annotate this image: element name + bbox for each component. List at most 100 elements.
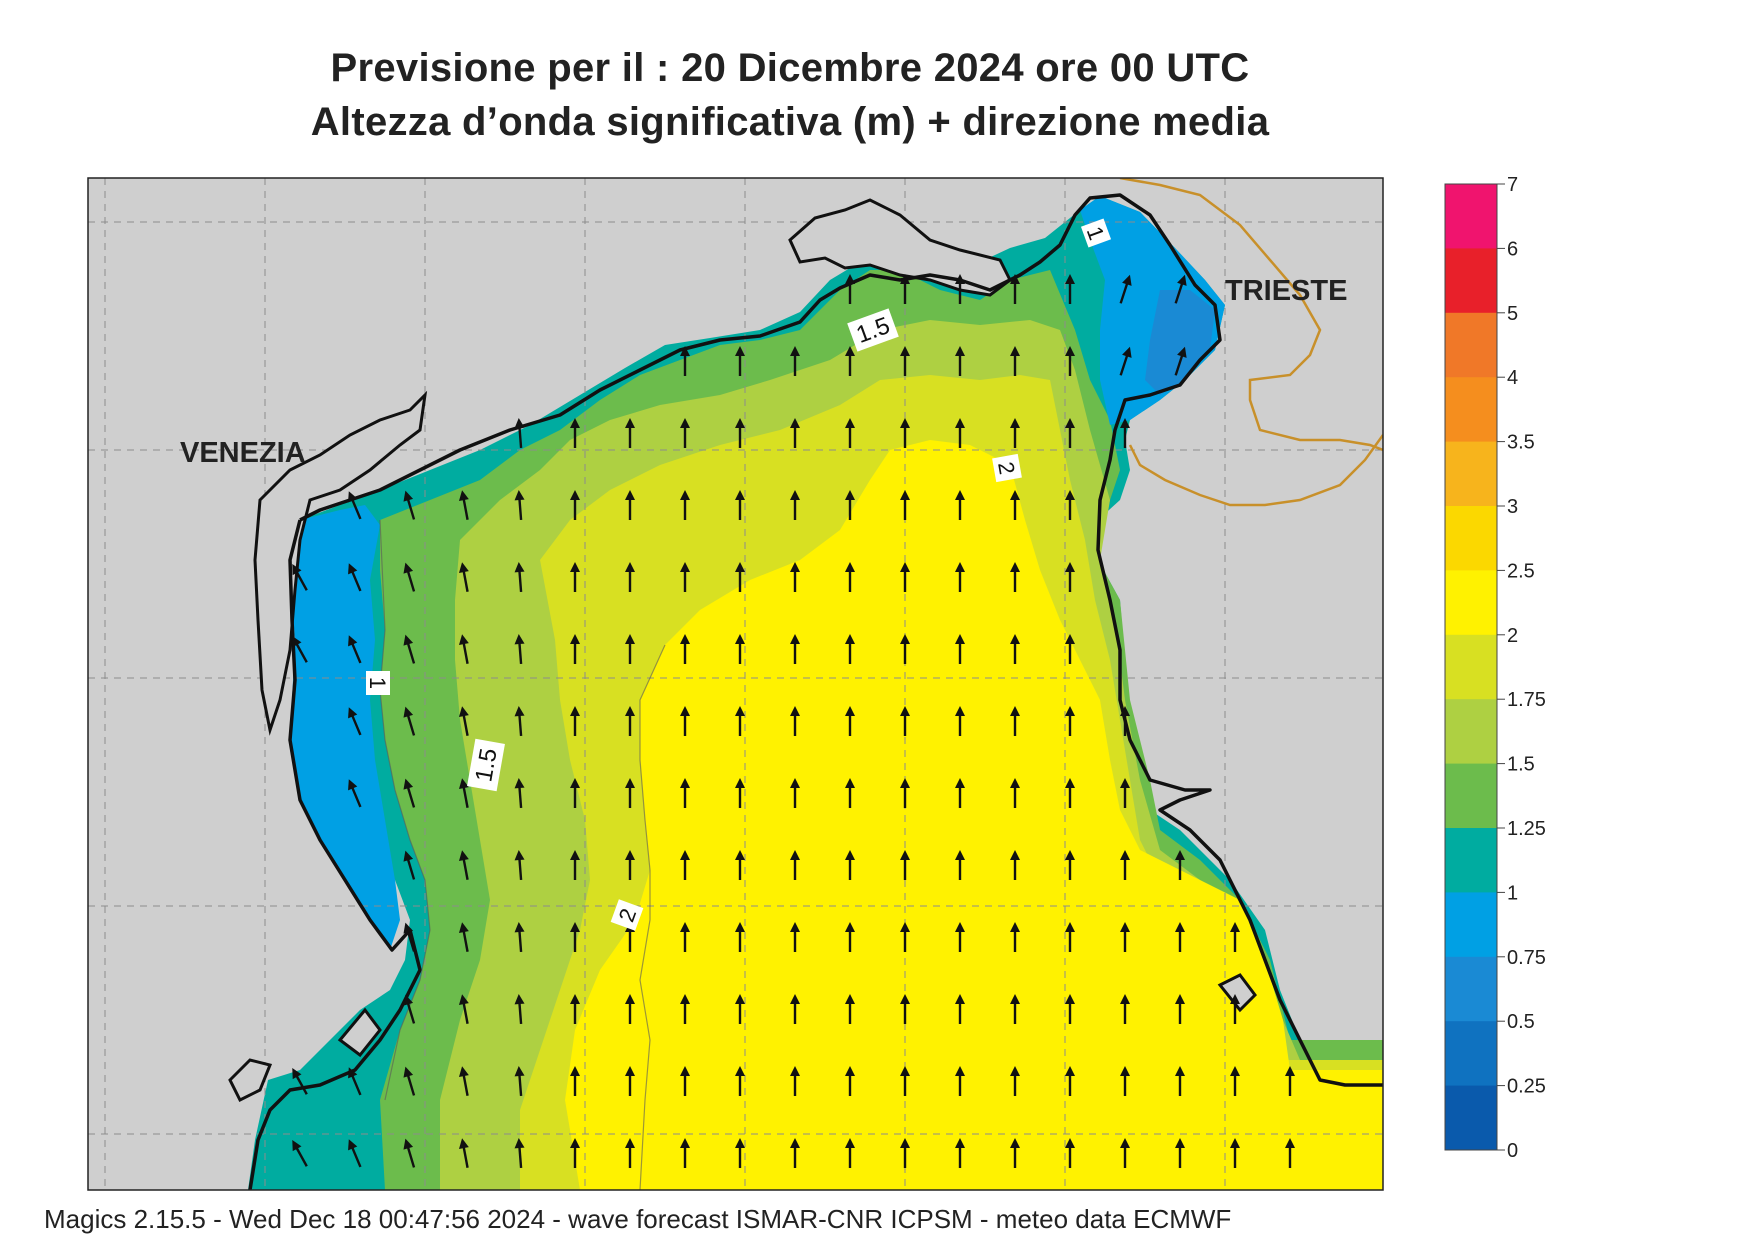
- wave-arrow-head: [625, 706, 635, 716]
- svg-text:1: 1: [365, 677, 390, 689]
- colorbar-swatch: [1445, 699, 1497, 765]
- wave-arrow-head: [900, 1138, 910, 1148]
- colorbar-tick-label: 5: [1507, 303, 1518, 325]
- wave-arrow-head: [845, 994, 855, 1004]
- wave-arrow: [845, 922, 855, 952]
- wave-arrow: [570, 1138, 580, 1168]
- wave-arrow: [1010, 562, 1020, 592]
- wave-arrow-head: [1010, 418, 1020, 428]
- wave-arrow-head: [955, 706, 965, 716]
- wave-arrow-head: [348, 563, 358, 575]
- border-line: [1119, 178, 1383, 507]
- wave-arrow-head: [458, 850, 469, 862]
- wave-arrow: [845, 490, 855, 520]
- wave-arrow-head: [514, 778, 525, 789]
- wave-arrow: [735, 634, 745, 664]
- wave-arrow-head: [570, 994, 580, 1004]
- wave-arrow-head: [790, 994, 800, 1004]
- wave-arrow: [845, 562, 855, 592]
- wave-arrow-head: [514, 418, 525, 429]
- wave-arrow: [514, 634, 525, 665]
- colorbar-tick-label: 0.75: [1507, 947, 1546, 969]
- wave-arrow: [1010, 274, 1020, 304]
- wave-arrow: [1120, 850, 1130, 880]
- wave-arrow-head: [1065, 994, 1075, 1004]
- wave-arrow-head: [955, 850, 965, 860]
- wave-arrow-head: [1010, 1138, 1020, 1148]
- wave-arrow-head: [900, 778, 910, 788]
- wave-arrow: [955, 922, 965, 952]
- wave-arrow: [1065, 778, 1075, 808]
- wave-arrow: [1065, 850, 1075, 880]
- wave-arrow-head: [735, 1066, 745, 1076]
- wave-arrow: [735, 418, 745, 448]
- wave-arrow: [955, 1066, 965, 1096]
- wave-arrow-head: [570, 418, 580, 428]
- colorbar-swatch: [1445, 184, 1497, 249]
- wave-arrow: [1065, 418, 1075, 448]
- wave-arrow-head: [1065, 418, 1075, 428]
- wave-arrow-head: [735, 346, 745, 356]
- wave-direction-arrows: [292, 274, 1295, 1169]
- wave-arrow: [790, 778, 800, 808]
- sea-zone-0.75-1-venezia: [290, 505, 400, 950]
- wave-arrow: [1065, 274, 1075, 304]
- wave-arrow: [1010, 490, 1020, 520]
- wave-arrow: [1010, 418, 1020, 448]
- wave-arrow-head: [735, 562, 745, 572]
- colorbar-swatch: [1445, 1021, 1497, 1087]
- wave-arrow-head: [845, 274, 855, 284]
- wave-arrow-head: [680, 994, 690, 1004]
- wave-arrow: [1065, 1138, 1075, 1168]
- wave-arrow: [1285, 1066, 1295, 1096]
- wave-arrow-head: [403, 778, 414, 790]
- wave-arrow-head: [570, 490, 580, 500]
- wave-arrow-head: [790, 490, 800, 500]
- wave-arrow: [458, 1138, 469, 1168]
- wave-arrow: [403, 490, 416, 520]
- wave-arrow-head: [790, 778, 800, 788]
- map-area: 1 1.5 2 1 1.5 2 VENEZIA: [88, 178, 1383, 1190]
- wave-arrow-head: [348, 635, 358, 647]
- wave-arrow: [403, 634, 416, 664]
- wave-arrow: [1230, 994, 1240, 1024]
- wave-arrow-head: [514, 994, 525, 1005]
- wave-arrow: [1230, 1138, 1240, 1168]
- wave-arrow: [1065, 346, 1075, 376]
- wave-arrow: [955, 490, 965, 520]
- wave-arrow: [680, 706, 690, 736]
- wave-arrow: [680, 778, 690, 808]
- wave-arrow: [845, 706, 855, 736]
- colorbar-swatch: [1445, 828, 1497, 893]
- wave-arrow: [348, 635, 362, 664]
- wave-arrow: [458, 778, 469, 808]
- wave-arrow: [514, 706, 525, 737]
- wave-arrow: [900, 1066, 910, 1096]
- wave-arrow-head: [625, 778, 635, 788]
- wave-arrow: [790, 346, 800, 376]
- wave-arrow-head: [570, 634, 580, 644]
- wave-arrow-head: [625, 490, 635, 500]
- wave-arrow-head: [458, 778, 469, 790]
- coastline: [299, 193, 1383, 1087]
- wave-arrow: [955, 346, 965, 376]
- footer-credits: Magics 2.15.5 - Wed Dec 18 00:47:56 2024…: [44, 1204, 1232, 1234]
- wave-arrow-head: [955, 1066, 965, 1076]
- wave-arrow-head: [458, 1066, 469, 1078]
- wave-arrow: [1010, 346, 1020, 376]
- wave-arrow-head: [348, 707, 358, 719]
- wave-arrow: [955, 562, 965, 592]
- wave-arrow: [1065, 994, 1075, 1024]
- wave-arrow: [1230, 1066, 1240, 1096]
- wave-arrow: [514, 1138, 525, 1169]
- wave-arrow: [900, 922, 910, 952]
- wave-arrow: [458, 922, 469, 952]
- wave-arrow: [403, 994, 416, 1024]
- wave-arrow-head: [955, 922, 965, 932]
- wave-arrow-head: [790, 346, 800, 356]
- wave-arrow-head: [900, 346, 910, 356]
- wave-arrow: [1175, 1138, 1185, 1168]
- wave-arrow-head: [845, 850, 855, 860]
- wave-arrow: [570, 562, 580, 592]
- wave-arrow-head: [403, 1138, 414, 1150]
